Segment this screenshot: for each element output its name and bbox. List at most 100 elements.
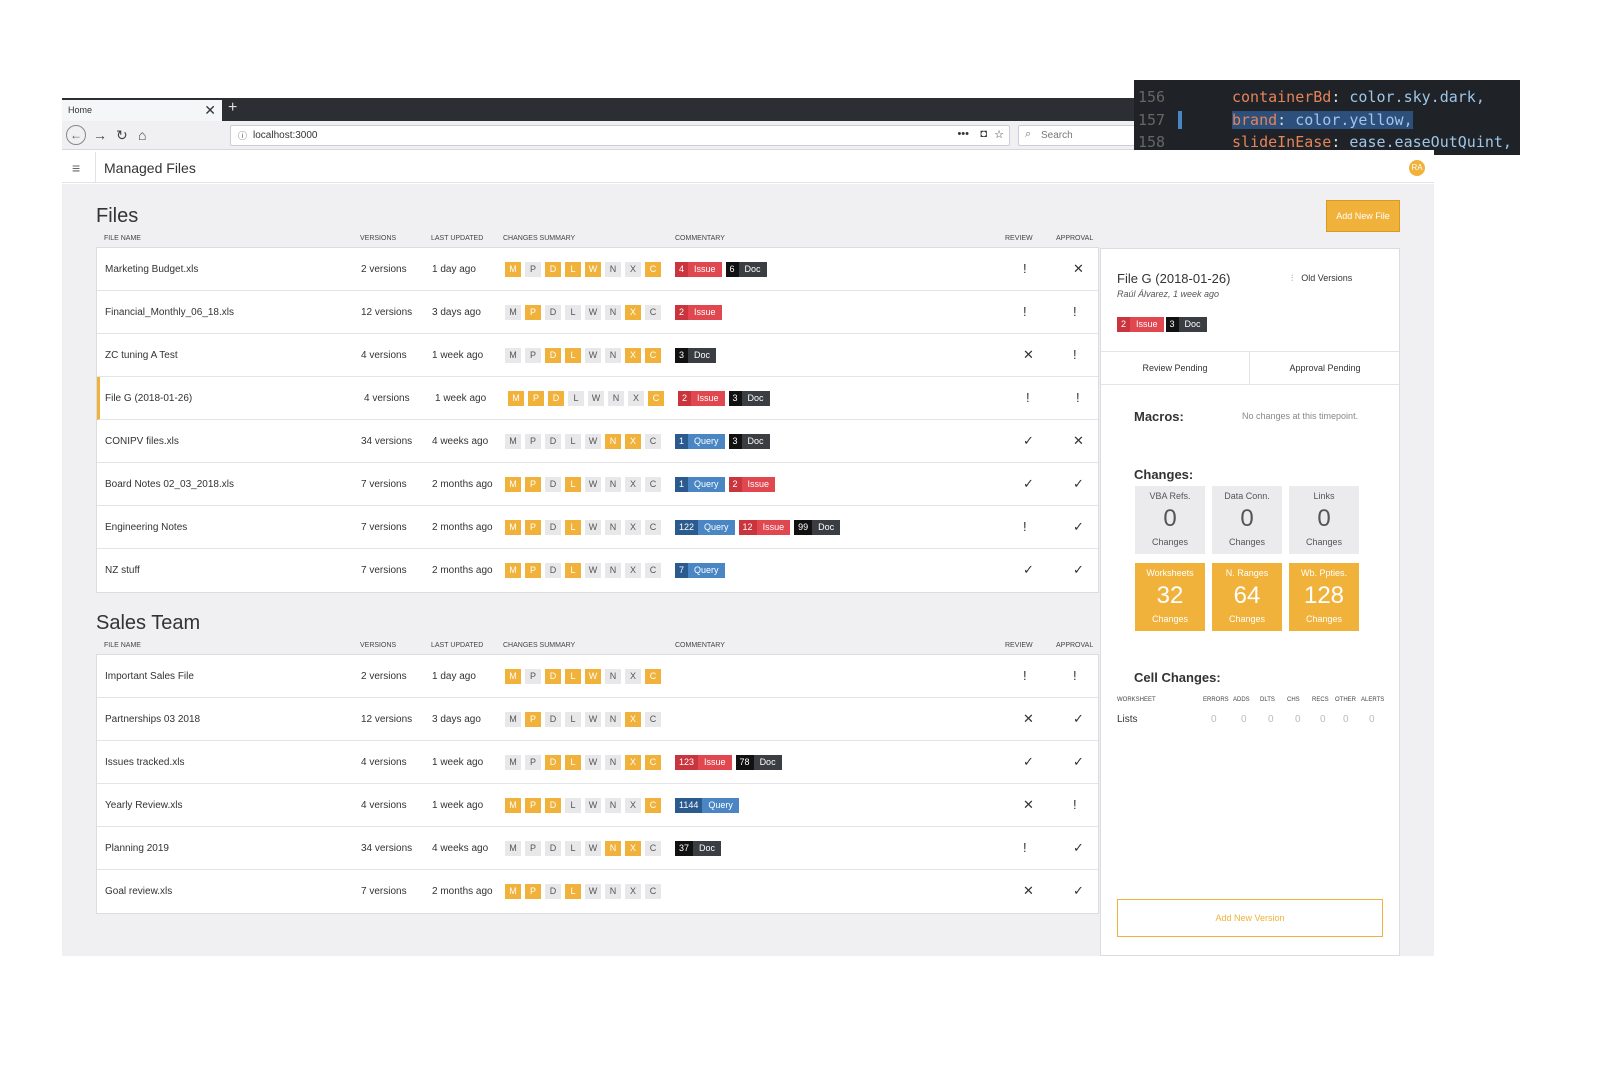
approval-status-icon[interactable]: ✓ — [1073, 840, 1084, 855]
query-tag[interactable]: 1 Query — [675, 477, 725, 492]
column-header-versions[interactable]: VERSIONS — [360, 235, 397, 242]
review-status-icon[interactable]: ✕ — [1023, 711, 1034, 726]
doc-tag[interactable]: 3 Doc — [728, 391, 770, 406]
column-header-changes-summary[interactable]: CHANGES SUMMARY — [503, 642, 576, 649]
file-name[interactable]: Important Sales File — [105, 671, 194, 682]
column-header-commentary[interactable]: COMMENTARY — [675, 235, 725, 242]
file-name[interactable]: Financial_Monthly_06_18.xls — [105, 307, 234, 318]
column-header-file-name[interactable]: FILE NAME — [104, 642, 141, 649]
file-name[interactable]: Yearly Review.xls — [105, 800, 183, 811]
file-name[interactable]: CONIPV files.xls — [105, 436, 179, 447]
doc-tag[interactable]: 37 Doc — [675, 841, 722, 856]
review-status-icon[interactable]: ✕ — [1023, 797, 1034, 812]
column-header-commentary[interactable]: COMMENTARY — [675, 642, 725, 649]
home-icon[interactable]: ⌂ — [138, 127, 147, 143]
stat-card[interactable]: N. Ranges 64 Changes — [1212, 563, 1282, 631]
table-row[interactable]: Engineering Notes 7 versions 2 months ago M… — [97, 506, 1098, 549]
column-header-last-updated[interactable]: LAST UPDATED — [431, 642, 484, 649]
review-status-icon[interactable]: ✕ — [1023, 347, 1034, 362]
new-tab-button[interactable]: + — [228, 99, 238, 116]
issue-tag[interactable]: 2 Issue — [675, 305, 722, 320]
file-name[interactable]: Issues tracked.xls — [105, 757, 185, 768]
issue-tag[interactable]: 2 Issue — [678, 391, 725, 406]
browser-tab[interactable]: Home ✕ — [62, 100, 222, 121]
stat-card[interactable]: Worksheets 32 Changes — [1135, 563, 1205, 631]
doc-tag[interactable]: 99 Doc — [794, 520, 841, 535]
old-versions-link[interactable]: ⫶ Old Versions — [1291, 273, 1352, 284]
file-name[interactable]: Engineering Notes — [105, 522, 188, 533]
tab-approval-pending[interactable]: Approval Pending — [1289, 363, 1361, 373]
review-status-icon[interactable]: ! — [1023, 668, 1027, 683]
doc-tag[interactable]: 3 Doc — [1165, 317, 1207, 332]
approval-status-icon[interactable]: ✓ — [1073, 711, 1084, 726]
review-status-icon[interactable]: ✓ — [1023, 433, 1034, 448]
table-row[interactable]: Financial_Monthly_06_18.xls 12 versions 3 … — [97, 291, 1098, 334]
query-tag[interactable]: 7 Query — [675, 563, 725, 578]
column-header-review[interactable]: REVIEW — [1005, 642, 1033, 649]
review-status-icon[interactable]: ✓ — [1023, 476, 1034, 491]
query-tag[interactable]: 1 Query — [675, 434, 725, 449]
review-status-icon[interactable]: ! — [1026, 390, 1030, 405]
column-header-file-name[interactable]: FILE NAME — [104, 235, 141, 242]
file-name[interactable]: File G (2018-01-26) — [105, 393, 193, 404]
approval-status-icon[interactable]: ✓ — [1073, 562, 1084, 577]
issue-tag[interactable]: 4 Issue — [675, 262, 722, 277]
file-name[interactable]: Goal review.xls — [105, 886, 173, 897]
table-row[interactable]: Goal review.xls 7 versions 2 months ago M P D… — [97, 870, 1098, 913]
table-row[interactable]: NZ stuff 7 versions 2 months ago M P D L W N X C 7 Q… — [97, 549, 1098, 592]
table-row[interactable]: Issues tracked.xls 4 versions 1 week ago M P… — [97, 741, 1098, 784]
file-name[interactable]: Planning 2019 — [105, 843, 169, 854]
review-status-icon[interactable]: ! — [1023, 519, 1027, 534]
url-input[interactable]: localhost:3000 ••• ◘ ☆ — [230, 125, 1010, 146]
review-status-icon[interactable]: ! — [1023, 261, 1027, 276]
column-header-review[interactable]: REVIEW — [1005, 235, 1033, 242]
issue-tag[interactable]: 2 Issue — [1117, 317, 1164, 332]
add-new-file-button[interactable]: Add New File — [1326, 200, 1400, 232]
doc-tag[interactable]: 78 Doc — [735, 755, 782, 770]
close-icon[interactable]: ✕ — [204, 102, 216, 118]
review-status-icon[interactable]: ! — [1023, 840, 1027, 855]
column-header-approval[interactable]: APPROVAL — [1056, 642, 1094, 649]
back-icon[interactable]: ← — [66, 125, 86, 145]
add-new-version-button[interactable]: Add New Version — [1117, 899, 1383, 937]
table-row[interactable]: File G (2018-01-26) 4 versions 1 week ago M… — [97, 377, 1098, 420]
reload-icon[interactable]: ↻ — [116, 127, 128, 143]
issue-tag[interactable]: 12 Issue — [738, 520, 791, 535]
column-header-approval[interactable]: APPROVAL — [1056, 235, 1094, 242]
star-icon[interactable]: ☆ — [994, 129, 1004, 141]
review-status-icon[interactable]: ✓ — [1023, 754, 1034, 769]
pocket-icon[interactable]: ◘ — [980, 128, 987, 140]
table-row[interactable]: CONIPV files.xls 34 versions 4 weeks ago M P… — [97, 420, 1098, 463]
query-tag[interactable]: 1144 Query — [675, 798, 739, 813]
approval-status-icon[interactable]: ✓ — [1073, 883, 1084, 898]
stat-card[interactable]: Wb. Ppties. 128 Changes — [1289, 563, 1359, 631]
column-header-last-updated[interactable]: LAST UPDATED — [431, 235, 484, 242]
doc-tag[interactable]: 3 Doc — [728, 434, 770, 449]
doc-tag[interactable]: 6 Doc — [725, 262, 767, 277]
approval-status-icon[interactable]: ! — [1073, 347, 1077, 362]
column-header-changes-summary[interactable]: CHANGES SUMMARY — [503, 235, 576, 242]
table-row[interactable]: ZC tuning A Test 4 versions 1 week ago M P D L… — [97, 334, 1098, 377]
query-tag[interactable]: 122 Query — [675, 520, 735, 535]
approval-status-icon[interactable]: ✓ — [1073, 519, 1084, 534]
issue-tag[interactable]: 123 Issue — [675, 755, 732, 770]
stat-card[interactable]: Data Conn. 0 Changes — [1212, 486, 1282, 554]
table-row[interactable]: Yearly Review.xls 4 versions 1 week ago M P D… — [97, 784, 1098, 827]
approval-status-icon[interactable]: ✓ — [1073, 754, 1084, 769]
file-name[interactable]: Board Notes 02_03_2018.xls — [105, 479, 234, 490]
stat-card[interactable]: VBA Refs. 0 Changes — [1135, 486, 1205, 554]
forward-icon[interactable]: → — [93, 127, 107, 143]
review-status-icon[interactable]: ! — [1023, 304, 1027, 319]
review-status-icon[interactable]: ✕ — [1023, 883, 1034, 898]
table-row[interactable]: Partnerships 03 2018 12 versions 3 days ag… — [97, 698, 1098, 741]
menu-icon[interactable]: ≡ — [72, 160, 81, 176]
doc-tag[interactable]: 3 Doc — [675, 348, 717, 363]
review-status-icon[interactable]: ✓ — [1023, 562, 1034, 577]
file-name[interactable]: Partnerships 03 2018 — [105, 714, 201, 725]
approval-status-icon[interactable]: ✕ — [1073, 433, 1084, 448]
file-name[interactable]: NZ stuff — [105, 565, 140, 576]
column-header-versions[interactable]: VERSIONS — [360, 642, 397, 649]
approval-status-icon[interactable]: ! — [1073, 668, 1077, 683]
table-row[interactable]: Marketing Budget.xls 2 versions 1 day ago M… — [97, 248, 1098, 291]
approval-status-icon[interactable]: ! — [1073, 304, 1077, 319]
